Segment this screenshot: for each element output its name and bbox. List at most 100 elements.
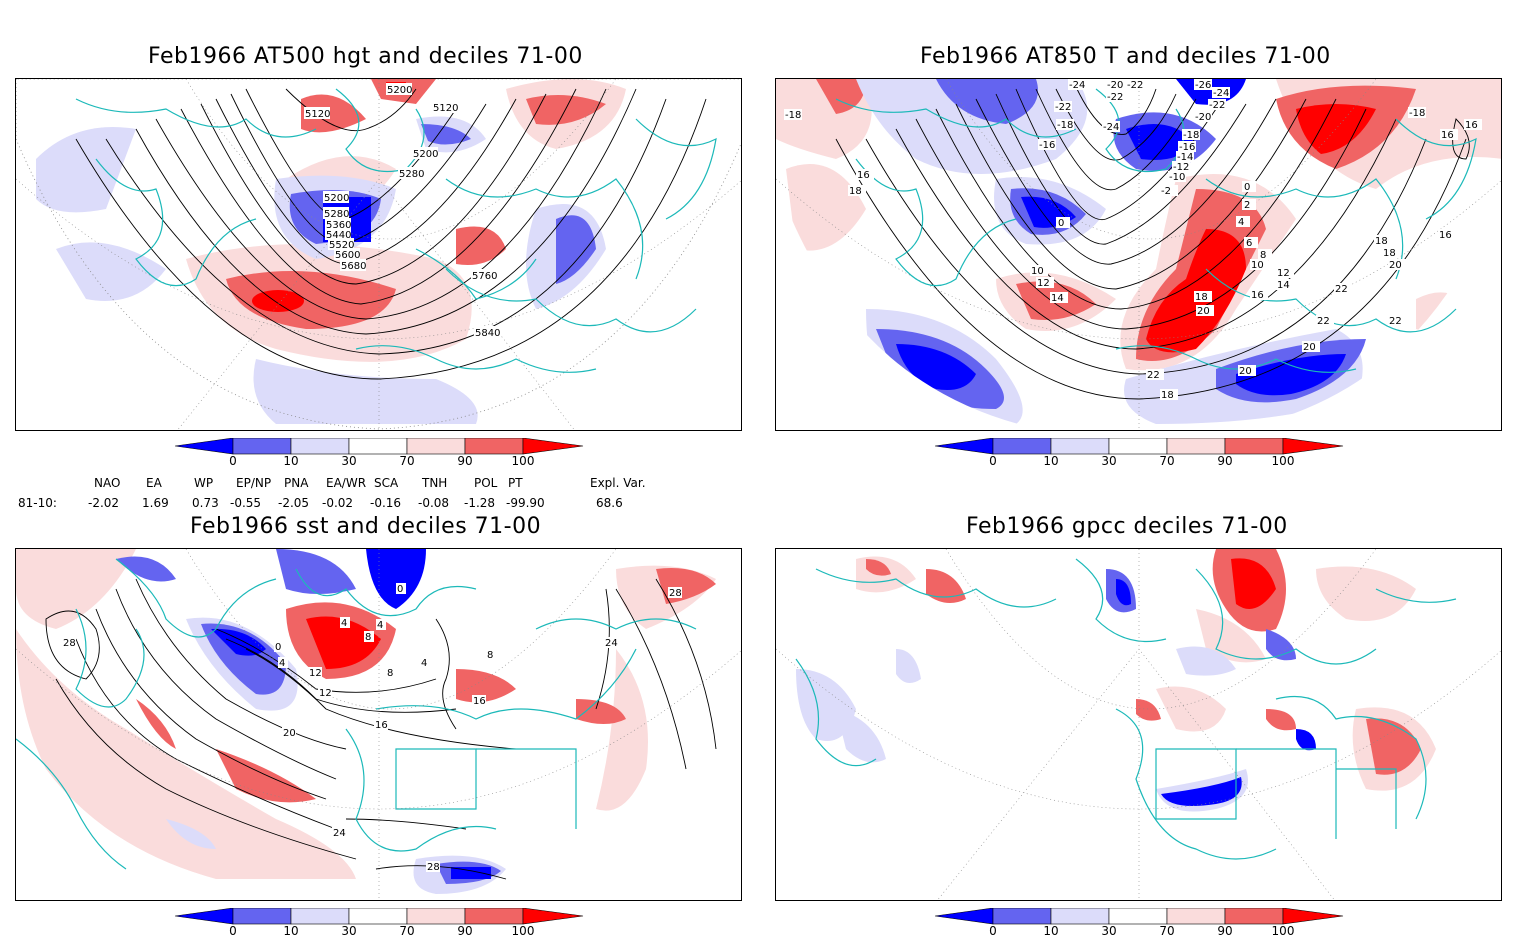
contour-label: 12 — [319, 688, 332, 699]
index-value: 0.73 — [192, 496, 219, 510]
contour-label: 6 — [1246, 238, 1252, 249]
colorbar-cell — [174, 907, 234, 925]
contour-label: 4 — [279, 658, 285, 669]
shade-low-strong — [421, 124, 471, 145]
colorbar-cell — [1224, 437, 1284, 455]
map-sst: 28 0 0 4 4 4 8 8 12 12 16 16 20 24 24 28… — [15, 548, 742, 901]
colorbar-cell — [1166, 437, 1226, 455]
contour-label: 16 — [1465, 120, 1478, 131]
colorbar-cell — [522, 437, 584, 455]
contour-label: 14 — [1051, 293, 1064, 304]
map-t850-canvas: -24 -20 -22 -26 -22 -24 -22 -20 -18 -22 … — [776, 79, 1501, 430]
index-header: EA/WR — [326, 476, 367, 490]
contour-label: -16 — [1039, 140, 1055, 151]
colorbar-tick: 30 — [341, 454, 357, 468]
colorbar-cell — [348, 907, 408, 925]
contour-label: 4 — [341, 618, 347, 629]
shade-high — [136, 699, 176, 749]
contour-label: 5280 — [324, 209, 349, 220]
colorbar-cell — [406, 437, 466, 455]
panel-title-sst: Feb1966 sst and deciles 71-00 — [190, 514, 542, 539]
colorbar-tick: 0 — [229, 924, 237, 938]
shade-extreme-high — [252, 290, 304, 312]
shade-below — [896, 649, 921, 683]
contour-label: 16 — [375, 720, 388, 731]
panel-title-gpcc: Feb1966 gpcc deciles 71-00 — [966, 514, 1288, 539]
colorbar-tick: 0 — [989, 454, 997, 468]
contour-label: -18 — [1183, 130, 1199, 141]
shade-extreme-high — [1231, 558, 1276, 609]
shade-extreme-low — [366, 549, 426, 609]
contour-label: -18 — [1409, 108, 1425, 119]
shade-low-strong — [556, 215, 596, 284]
contour-label: -24 — [1103, 122, 1119, 133]
panel-title-z500: Feb1966 AT500 hgt and deciles 71-00 — [148, 44, 583, 69]
index-header: SCA — [374, 476, 399, 490]
map-gpcc — [775, 548, 1502, 901]
contour-label: 22 — [1389, 316, 1402, 327]
contour-label: 5680 — [341, 261, 366, 272]
colorbar-tick: 10 — [283, 924, 299, 938]
contour-label: 5200 — [324, 193, 349, 204]
colorbar-swatches — [174, 907, 584, 925]
index-value: -0.02 — [322, 496, 354, 510]
shade-below — [836, 709, 886, 763]
shade-extreme-low — [1161, 777, 1242, 807]
shade-extreme-low — [1236, 354, 1346, 396]
colorbar-cell — [174, 437, 234, 455]
contour-label: 28 — [427, 862, 440, 873]
contour-label: -16 — [1179, 142, 1195, 153]
contour-label: 4 — [421, 658, 427, 669]
shade-extreme-high — [1296, 104, 1376, 154]
contour-label: 2 — [1244, 200, 1250, 211]
map-z500: 5200 5120 5120 5200 5280 5200 5280 5360 … — [15, 78, 742, 431]
colorbar-tick: 100 — [511, 924, 535, 938]
shade-below — [1176, 646, 1236, 676]
shade-low — [56, 242, 166, 301]
contour-label: 22 — [1317, 316, 1330, 327]
contour-label: 12 — [1037, 278, 1050, 289]
contour-label: 16 — [1251, 290, 1264, 301]
contour-label: 18 — [1195, 292, 1208, 303]
coastlines — [795, 558, 1457, 860]
map-t850: -24 -20 -22 -26 -22 -24 -22 -20 -18 -22 … — [775, 78, 1502, 431]
colorbar-cell — [1108, 907, 1168, 925]
height-contours — [75, 88, 707, 380]
index-header: POL — [474, 476, 498, 490]
shade-low — [36, 127, 136, 213]
shade-low-strong — [276, 549, 356, 594]
colorbar-cell — [934, 437, 994, 455]
shade-high — [1266, 709, 1296, 731]
colorbar-cell — [522, 907, 584, 925]
shade-above — [1196, 609, 1266, 663]
colorbar-cell — [934, 907, 994, 925]
contour-label: 4 — [1238, 217, 1244, 228]
colorbar-cell — [348, 437, 408, 455]
shade-above — [16, 629, 356, 879]
contour-label: 28 — [63, 638, 76, 649]
colorbar-tick: 90 — [457, 454, 473, 468]
contour-label: 24 — [333, 828, 346, 839]
colorbar-cell — [1166, 907, 1226, 925]
shade-above — [1156, 686, 1226, 732]
contour-label: -22 — [1209, 100, 1225, 111]
colorbar-cell — [290, 437, 350, 455]
colorbar-cell — [992, 437, 1052, 455]
shade-high — [816, 79, 866, 114]
colorbar-z500: 0 10 30 70 90 100 — [174, 437, 585, 468]
contour-label: 5760 — [472, 271, 497, 282]
contour-label: 8 — [487, 650, 493, 661]
contour-label: 20 — [1197, 306, 1210, 317]
contour-label: 5600 — [335, 250, 360, 261]
colorbar-swatches — [934, 437, 1344, 455]
contour-label: 5120 — [305, 109, 330, 120]
shade-low-strong — [116, 556, 176, 582]
contour-label: 0 — [397, 584, 403, 595]
shade-high — [576, 699, 626, 724]
shade-high — [301, 94, 366, 133]
contour-label: 18 — [849, 186, 862, 197]
contour-label: 5200 — [413, 149, 438, 160]
shade-extreme-low — [1176, 79, 1246, 105]
colorbar-tick: 30 — [341, 924, 357, 938]
contour-label: 12 — [1277, 268, 1290, 279]
